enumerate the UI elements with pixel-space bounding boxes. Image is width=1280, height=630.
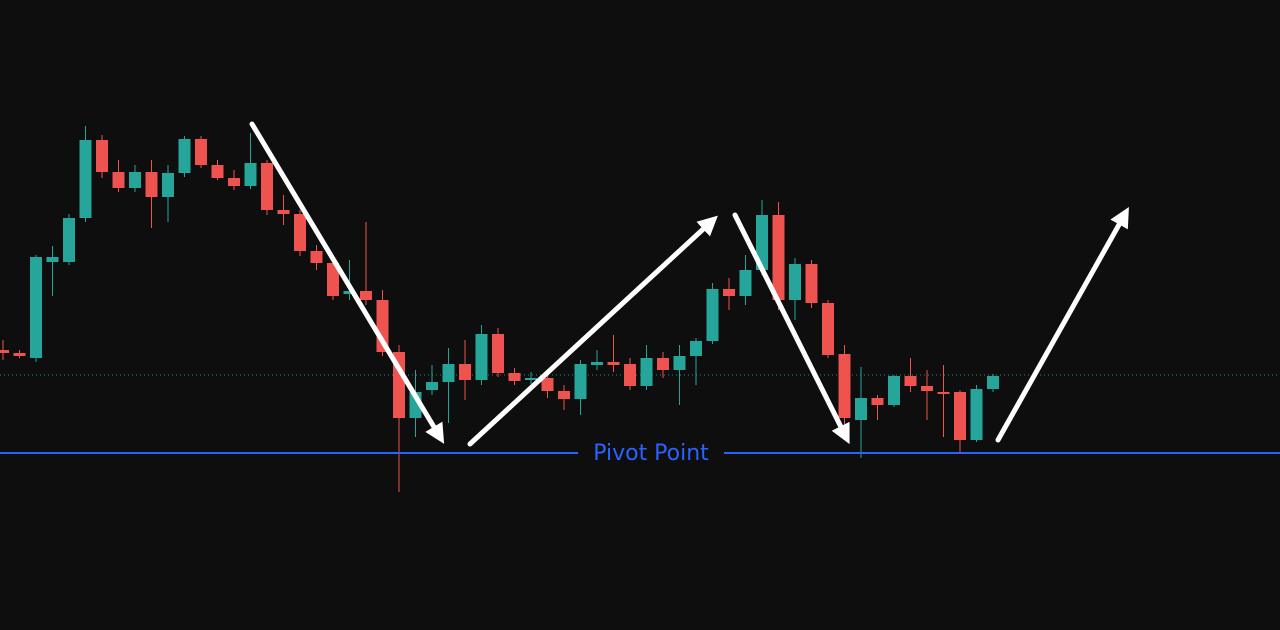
candle-body: [756, 215, 768, 270]
candle-body: [558, 391, 570, 399]
candle-body: [294, 214, 306, 251]
arrows: [249, 121, 1129, 447]
candle-body: [690, 341, 702, 356]
candle-body: [30, 257, 42, 358]
candle-body: [426, 382, 438, 390]
candle-body: [475, 334, 488, 380]
candle-body: [673, 356, 686, 370]
candle-body: [277, 210, 290, 214]
candle-body: [607, 362, 620, 365]
candle-body: [13, 353, 26, 356]
candle-body: [0, 350, 9, 353]
candle-body: [145, 172, 158, 197]
candle-body: [987, 376, 999, 389]
candle-body: [343, 291, 356, 294]
arrow: [249, 121, 445, 444]
candle-body: [228, 178, 240, 186]
candle-body: [657, 358, 669, 370]
candle-body: [195, 139, 207, 165]
candle-body: [921, 386, 933, 391]
candle-body: [591, 362, 603, 365]
candle-body: [855, 398, 867, 420]
candle-body: [129, 172, 141, 188]
pivot-group: Pivot Point: [0, 441, 1280, 466]
candle-body: [937, 392, 950, 394]
candle-body: [541, 378, 554, 391]
candle-body: [46, 257, 59, 262]
candle-body: [508, 373, 521, 381]
candle-body: [162, 173, 174, 197]
candle-body: [360, 291, 372, 300]
candle-body: [327, 263, 339, 296]
arrow: [467, 215, 718, 447]
candle-body: [871, 398, 884, 405]
candle-body: [640, 358, 653, 386]
candle-body: [624, 364, 636, 386]
candle-body: [904, 376, 917, 386]
candle-body: [525, 378, 537, 380]
candles: [0, 126, 999, 492]
candle-body: [706, 289, 719, 341]
candle-body: [888, 376, 900, 405]
arrow: [732, 212, 850, 445]
arrow: [995, 207, 1129, 443]
candle-body: [838, 354, 851, 418]
candle-body: [459, 364, 471, 380]
candle-body: [442, 364, 455, 382]
candle-body: [244, 163, 257, 186]
candle-body: [211, 165, 224, 178]
candle-body: [772, 215, 785, 300]
candle-body: [79, 140, 92, 218]
candle-body: [822, 303, 834, 355]
candle-body: [805, 264, 818, 303]
candle-body: [789, 264, 801, 300]
candle-body: [310, 251, 323, 263]
candle-body: [96, 140, 108, 172]
candle-body: [492, 334, 504, 373]
candle-body: [574, 364, 587, 399]
candle-body: [112, 172, 125, 188]
candle-body: [261, 163, 273, 210]
candle-body: [954, 392, 966, 440]
candle-body: [63, 218, 75, 262]
candle-body: [723, 289, 735, 296]
candle-body: [970, 389, 983, 440]
candle-body: [739, 270, 752, 296]
pivot-label: Pivot Point: [593, 441, 709, 466]
candle-body: [178, 139, 191, 173]
